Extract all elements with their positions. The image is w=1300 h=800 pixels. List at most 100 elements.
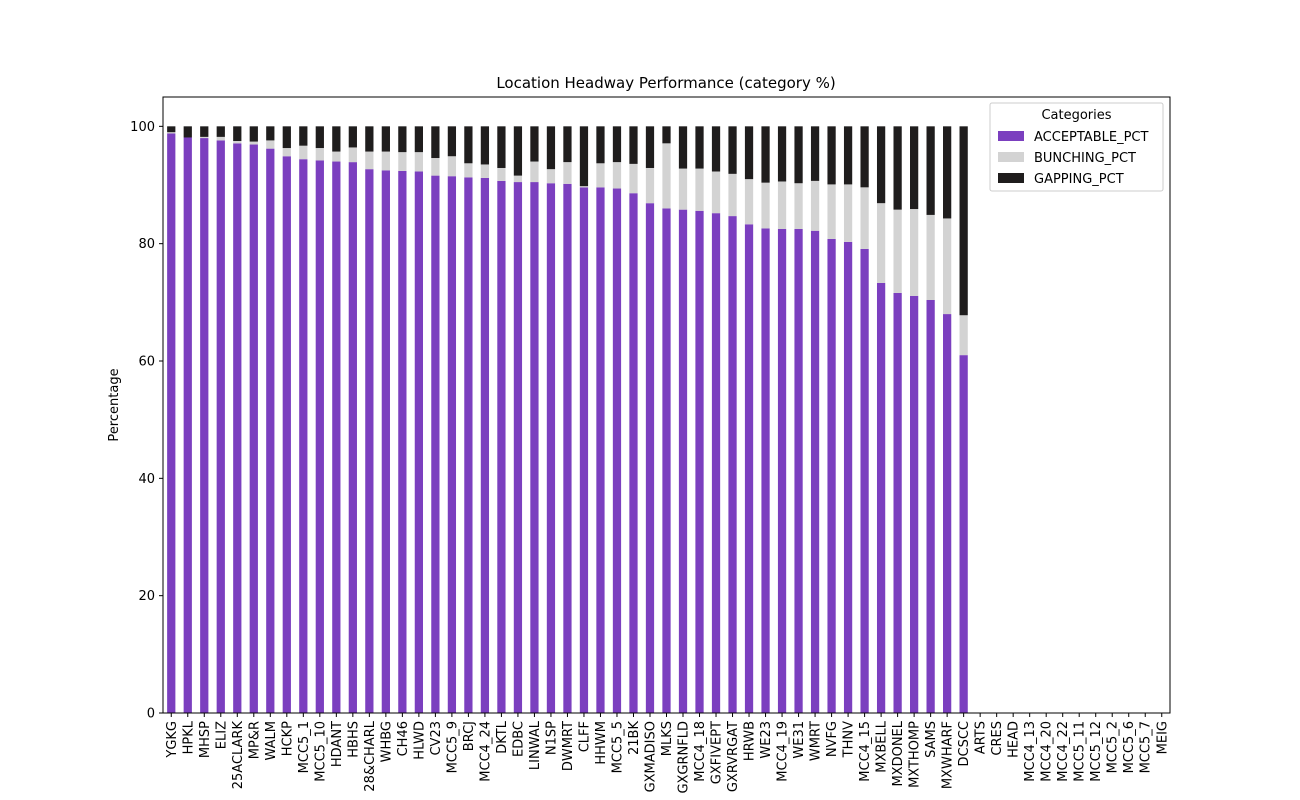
- y-tick-label: 40: [138, 472, 155, 487]
- bar-acceptable-pct: [513, 182, 523, 713]
- bar-bunching-pct: [530, 161, 539, 183]
- bar-gapping-pct: [315, 126, 324, 149]
- bar-bunching-pct: [596, 163, 605, 188]
- x-tick-label: 25ACLARK: [231, 721, 246, 790]
- bar-gapping-pct: [943, 126, 952, 219]
- bar-gapping-pct: [612, 126, 622, 163]
- x-tick-label: MCC5_7: [1139, 721, 1154, 773]
- bar-gapping-pct: [711, 126, 721, 172]
- x-tick-label: DWMRT: [561, 721, 576, 771]
- bar-bunching-pct: [497, 167, 506, 181]
- bar-bunching-pct: [711, 171, 721, 214]
- bar-acceptable-pct: [546, 183, 556, 714]
- bar-bunching-pct: [959, 315, 968, 356]
- bar-bunching-pct: [563, 162, 572, 184]
- bar-bunching-pct: [843, 184, 853, 242]
- x-tick-label: CRES: [990, 721, 1005, 756]
- bar-gapping-pct: [282, 126, 291, 149]
- bar-gapping-pct: [926, 126, 935, 215]
- x-tick-label: MCC4_18: [693, 721, 708, 782]
- bar-acceptable-pct: [860, 248, 869, 713]
- bar-gapping-pct: [893, 126, 902, 210]
- x-tick-label: MCC4_13: [1023, 721, 1038, 782]
- bar-acceptable-pct: [233, 143, 242, 714]
- x-tick-label: WE23: [759, 721, 774, 759]
- x-tick-label: MCC4_24: [478, 721, 493, 782]
- bar-acceptable-pct: [695, 210, 704, 713]
- y-axis-label: Percentage: [107, 368, 122, 441]
- bar-acceptable-pct: [167, 133, 176, 713]
- bar-bunching-pct: [348, 147, 357, 163]
- bar-gapping-pct: [249, 126, 258, 142]
- bar-gapping-pct: [233, 126, 242, 141]
- bar-bunching-pct: [480, 164, 490, 178]
- x-tick-label: GXGRNFLD: [677, 721, 692, 794]
- bar-bunching-pct: [381, 151, 390, 171]
- bar-gapping-pct: [728, 126, 737, 174]
- bar-gapping-pct: [266, 126, 275, 141]
- y-tick-label: 0: [147, 707, 155, 722]
- x-tick-label: MLKS: [660, 721, 675, 756]
- bar-bunching-pct: [662, 143, 671, 209]
- bar-bunching-pct: [282, 148, 291, 157]
- bar-acceptable-pct: [662, 208, 671, 713]
- x-tick-label: HLWD: [412, 721, 427, 760]
- legend-box: [989, 102, 1164, 192]
- x-tick-label: WE31: [792, 721, 807, 759]
- bar-gapping-pct: [843, 126, 853, 185]
- bar-gapping-pct: [596, 126, 605, 164]
- x-tick-label: MCC5_1: [297, 721, 312, 773]
- bar-gapping-pct: [414, 126, 423, 153]
- bar-acceptable-pct: [678, 209, 688, 713]
- bar-gapping-pct: [662, 126, 671, 144]
- x-tick-label: MCC4_19: [776, 721, 791, 782]
- bar-gapping-pct: [497, 126, 506, 168]
- legend-label: GAPPING_PCT: [1034, 172, 1124, 187]
- x-tick-label: WHBG: [379, 721, 394, 762]
- x-tick-label: MEIG: [1155, 721, 1170, 754]
- bar-bunching-pct: [579, 186, 589, 188]
- y-tick-label: 60: [138, 355, 155, 370]
- x-tick-label: HCKP: [280, 721, 295, 756]
- bar-acceptable-pct: [843, 241, 853, 713]
- bar-gapping-pct: [827, 126, 836, 185]
- x-tick-label: YGKG: [165, 721, 180, 759]
- bar-gapping-pct: [431, 126, 440, 159]
- bar-acceptable-pct: [200, 138, 209, 713]
- bar-bunching-pct: [910, 209, 919, 296]
- x-tick-label: LINWAL: [528, 720, 543, 770]
- bar-gapping-pct: [910, 126, 919, 210]
- bar-acceptable-pct: [926, 299, 935, 713]
- bar-gapping-pct: [200, 126, 209, 137]
- bar-bunching-pct: [777, 181, 787, 229]
- x-tick-label: MXWHARF: [941, 721, 956, 789]
- bar-bunching-pct: [233, 141, 242, 144]
- x-tick-label: CLFF: [577, 721, 592, 752]
- legend-label: ACCEPTABLE_PCT: [1034, 130, 1148, 145]
- y-tick-label: 80: [138, 237, 155, 252]
- bar-gapping-pct: [216, 126, 225, 137]
- legend-title: Categories: [1041, 108, 1111, 123]
- bar-bunching-pct: [216, 136, 225, 141]
- bar-gapping-pct: [546, 126, 556, 170]
- bar-acceptable-pct: [282, 156, 291, 713]
- bar-acceptable-pct: [943, 314, 952, 713]
- y-axis: 0 20 40 60 80 100: [130, 120, 163, 722]
- bar-acceptable-pct: [711, 213, 721, 713]
- x-tick-label: GXMADISO: [643, 721, 658, 792]
- bar-acceptable-pct: [348, 162, 357, 713]
- x-tick-label: GXFIVEPT: [710, 721, 725, 784]
- legend-label: BUNCHING_PCT: [1034, 151, 1136, 166]
- bar-gapping-pct: [365, 126, 374, 152]
- bar-acceptable-pct: [596, 187, 605, 714]
- bar-gapping-pct: [183, 126, 192, 138]
- bar-acceptable-pct: [398, 170, 407, 714]
- bar-bunching-pct: [365, 151, 374, 170]
- bar-gapping-pct: [645, 126, 655, 168]
- bar-acceptable-pct: [910, 295, 919, 713]
- bar-bunching-pct: [761, 182, 770, 229]
- x-tick-label: GXRVRGAT: [726, 721, 741, 792]
- bar-bunching-pct: [447, 156, 457, 177]
- x-tick-label: HBHS: [346, 721, 361, 758]
